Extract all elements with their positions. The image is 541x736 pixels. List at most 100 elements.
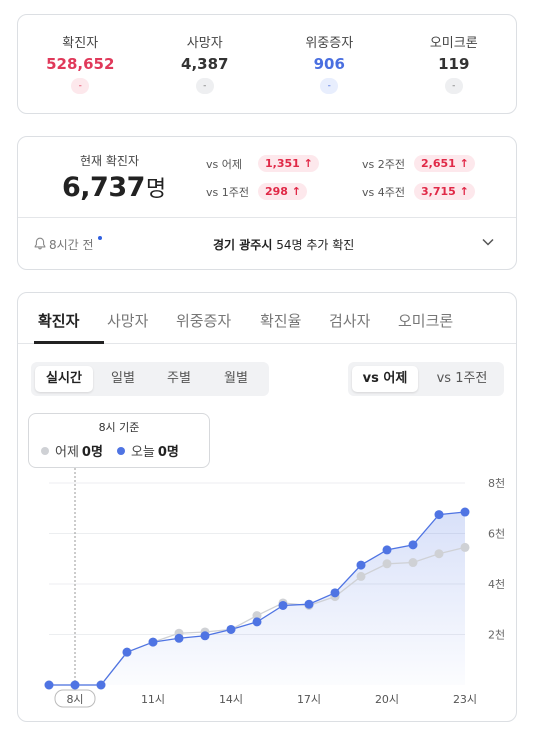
compare-badge: 1,351 ↑ [258, 155, 319, 172]
arrow-up-icon: ↑ [299, 157, 313, 170]
tab-omicron[interactable]: 오미크론 [398, 312, 454, 330]
stat-change-badge: - [444, 78, 463, 94]
x-tick-highlight-pill [54, 689, 96, 708]
tooltip-yesterday-label: 어제 [55, 445, 79, 460]
active-tab-indicator [34, 341, 104, 344]
stat-value: 119 [438, 55, 470, 73]
compare-value: 1,351 [265, 157, 300, 170]
compare-4weeks: vs 4주전 3,715 ↑ [362, 183, 475, 200]
tab-tested[interactable]: 검사자 [329, 312, 371, 330]
compare-value: 2,651 [421, 157, 456, 170]
point-today [200, 631, 210, 641]
stat-change-badge: - [71, 78, 90, 94]
news-time: 8시간 전 [49, 238, 94, 252]
current-confirmed-card: 현재 확진자 6,737명 vs 어제 1,351 ↑ vs 2주전 2,651… [17, 136, 517, 270]
new-dot-icon [98, 236, 102, 240]
point-yesterday [356, 571, 366, 581]
line-chart[interactable]: 2천 4천 6천 8천 8시 11시 14시 17시 20시 23시 [18, 293, 517, 722]
period-weekly-button[interactable]: 주별 [167, 371, 191, 386]
x-tick-label: 8시 [66, 693, 83, 706]
point-today [96, 680, 106, 690]
compare-label: vs 2주전 [362, 157, 405, 171]
news-ticker[interactable]: 8시간 전 경기 광주시 54명 추가 확진 [18, 219, 516, 270]
x-tick-label: 11시 [141, 693, 165, 706]
legend-dot-today [116, 446, 125, 455]
today-area [49, 512, 465, 685]
x-tick-label: 20시 [375, 693, 399, 706]
tab-positive-rate[interactable]: 확진율 [260, 312, 302, 330]
stat-label: 확진자 [62, 36, 99, 51]
compare-value: 3,715 [421, 185, 456, 198]
point-yesterday [382, 559, 392, 569]
y-tick-label: 8천 [488, 476, 505, 490]
stat-omicron[interactable]: 오미크론 119 - [392, 15, 517, 113]
point-today [252, 617, 262, 627]
stat-label: 사망자 [186, 36, 223, 51]
compare-label: vs 1주전 [206, 185, 249, 199]
point-today [304, 599, 314, 609]
point-today [460, 507, 470, 517]
stat-value: 4,387 [181, 55, 229, 73]
compare-label: vs 4주전 [362, 185, 405, 199]
current-label: 현재 확진자 [80, 154, 140, 168]
point-today [122, 647, 132, 657]
compare-2weeks: vs 2주전 2,651 ↑ [362, 155, 475, 172]
point-today [226, 624, 236, 634]
compare-selector: vs 어제 vs 1주전 [348, 362, 504, 396]
compare-yesterday-button[interactable]: vs 어제 [352, 366, 418, 392]
compare-1week-button[interactable]: vs 1주전 [436, 371, 488, 386]
point-today [356, 560, 366, 570]
bell-icon [34, 237, 46, 250]
point-yesterday [434, 549, 444, 559]
point-today [148, 637, 158, 647]
y-tick-label: 4천 [488, 577, 505, 591]
compare-badge: 298 ↑ [258, 183, 308, 200]
point-yesterday [252, 611, 262, 621]
summary-card: 확진자 528,652 - 사망자 4,387 - 위중증자 906 - 오미크… [17, 14, 517, 114]
compare-value: 298 [265, 185, 288, 198]
compare-badge: 2,651 ↑ [414, 155, 475, 172]
point-today [174, 633, 184, 643]
stat-label: 위중증자 [305, 36, 354, 51]
period-realtime-button[interactable]: 실시간 [35, 366, 93, 392]
point-today [330, 588, 340, 598]
compare-badge: 3,715 ↑ [414, 183, 475, 200]
period-monthly-button[interactable]: 월별 [224, 371, 248, 386]
tab-severe[interactable]: 위중증자 [176, 312, 232, 330]
point-yesterday [408, 558, 418, 568]
news-region: 경기 광주시 [213, 238, 273, 252]
stat-deaths[interactable]: 사망자 4,387 - [143, 15, 268, 113]
tooltip-values: 어제 0명 오늘 0명 [41, 441, 179, 460]
stat-change-badge: - [195, 78, 214, 94]
tab-confirmed[interactable]: 확진자 [38, 312, 80, 330]
chevron-down-icon[interactable] [482, 236, 494, 248]
stat-value: 906 [313, 55, 345, 73]
tooltip-yesterday-value: 0명 [81, 445, 103, 460]
chart-card: 확진자 사망자 위중증자 확진율 검사자 오미크론 실시간 일별 주별 월별 v… [17, 292, 517, 722]
point-today [382, 545, 392, 555]
current-summary: 현재 확진자 6,737명 vs 어제 1,351 ↑ vs 2주전 2,651… [18, 137, 516, 218]
compare-yesterday: vs 어제 1,351 ↑ [206, 155, 319, 172]
period-daily-button[interactable]: 일별 [111, 371, 135, 386]
stat-severe[interactable]: 위중증자 906 - [267, 15, 392, 113]
point-today [408, 540, 418, 550]
tooltip-today-label: 오늘 [130, 445, 155, 460]
x-tick-label: 17시 [297, 693, 321, 706]
metric-tabs: 확진자 사망자 위중증자 확진율 검사자 오미크론 [18, 293, 516, 344]
point-today [278, 600, 288, 610]
period-selector: 실시간 일별 주별 월별 [31, 362, 269, 396]
legend-dot-yesterday [41, 446, 49, 455]
stat-label: 오미크론 [429, 36, 478, 51]
stat-value: 528,652 [46, 55, 115, 73]
stat-confirmed[interactable]: 확진자 528,652 - [18, 15, 143, 113]
compare-1week: vs 1주전 298 ↑ [206, 183, 308, 200]
arrow-up-icon: ↑ [455, 157, 469, 170]
x-tick-label: 23시 [453, 693, 477, 706]
current-unit: 명 [145, 177, 166, 202]
point-yesterday [460, 542, 470, 552]
tab-deaths[interactable]: 사망자 [107, 312, 149, 330]
y-tick-label: 2천 [488, 628, 505, 642]
point-today [44, 680, 54, 690]
current-value: 6,737명 [62, 171, 166, 203]
x-tick-label: 14시 [219, 693, 243, 706]
